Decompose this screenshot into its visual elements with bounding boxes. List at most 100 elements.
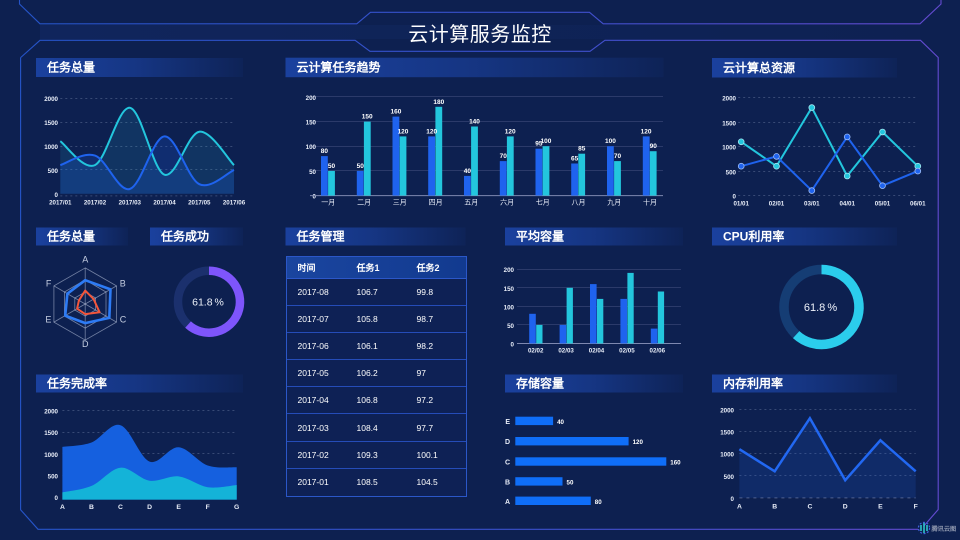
- svg-text:F: F: [206, 504, 210, 511]
- svg-text:02/01: 02/01: [769, 201, 785, 208]
- svg-text:任务成功: 任务成功: [160, 229, 209, 244]
- svg-text:2000: 2000: [44, 408, 58, 415]
- svg-text:100: 100: [541, 138, 552, 145]
- svg-text:120: 120: [398, 128, 409, 135]
- svg-text:100: 100: [504, 304, 515, 311]
- svg-text:E: E: [176, 504, 181, 511]
- svg-text:F: F: [914, 504, 918, 511]
- svg-text:0: 0: [55, 192, 59, 199]
- svg-text:C: C: [807, 504, 812, 511]
- svg-text:06/01: 06/01: [910, 201, 926, 208]
- svg-text:E: E: [505, 419, 510, 426]
- svg-text:E: E: [878, 504, 883, 511]
- svg-text:500: 500: [48, 168, 59, 175]
- svg-text:内存利用率: 内存利用率: [723, 376, 783, 391]
- svg-text:云计算任务趋势: 云计算任务趋势: [297, 60, 381, 75]
- svg-text:100: 100: [605, 138, 616, 145]
- svg-text:B: B: [772, 504, 777, 511]
- svg-text:0: 0: [55, 495, 59, 502]
- svg-text:70: 70: [500, 153, 508, 160]
- svg-text:1500: 1500: [720, 429, 734, 436]
- svg-text:任务总量: 任务总量: [46, 60, 95, 75]
- svg-text:0: 0: [511, 342, 515, 349]
- svg-text:1500: 1500: [44, 120, 58, 127]
- svg-text:平均容量: 平均容量: [516, 229, 564, 244]
- svg-text:五月: 五月: [464, 199, 478, 207]
- svg-text:95: 95: [535, 141, 543, 148]
- svg-text:0: 0: [313, 194, 317, 201]
- svg-text:02/02: 02/02: [528, 348, 544, 355]
- svg-text:1000: 1000: [44, 452, 58, 459]
- svg-text:八月: 八月: [572, 199, 586, 207]
- svg-text:2017/03: 2017/03: [119, 199, 142, 206]
- svg-text:0: 0: [733, 194, 737, 201]
- svg-text:腾讯云图: 腾讯云图: [931, 525, 957, 533]
- svg-text:150: 150: [306, 120, 317, 127]
- svg-text:2017/04: 2017/04: [153, 199, 176, 206]
- svg-text:40: 40: [557, 419, 564, 426]
- svg-text:50: 50: [567, 479, 574, 486]
- svg-text:任务完成率: 任务完成率: [46, 376, 107, 391]
- svg-text:G: G: [234, 504, 239, 511]
- svg-text:05/01: 05/01: [875, 201, 891, 208]
- svg-text:十月: 十月: [643, 198, 657, 207]
- svg-text:03/01: 03/01: [804, 201, 820, 208]
- svg-text:2000: 2000: [722, 96, 736, 103]
- svg-text:02/05: 02/05: [619, 348, 635, 355]
- svg-text:80: 80: [595, 499, 602, 506]
- svg-text:150: 150: [362, 114, 373, 121]
- svg-text:120: 120: [633, 439, 644, 446]
- svg-text:120: 120: [505, 128, 516, 135]
- svg-text:02/04: 02/04: [589, 348, 605, 355]
- svg-text:1000: 1000: [720, 452, 734, 459]
- svg-text:500: 500: [48, 474, 59, 481]
- svg-text:D: D: [147, 504, 152, 511]
- svg-text:CPU利用率: CPU利用率: [723, 229, 784, 244]
- svg-text:云计算总资源: 云计算总资源: [723, 60, 795, 75]
- svg-text:200: 200: [306, 95, 317, 102]
- svg-text:61.8%: 61.8%: [804, 302, 837, 314]
- svg-text:E: E: [45, 315, 51, 325]
- svg-text:任务管理: 任务管理: [296, 229, 345, 244]
- svg-text:C: C: [120, 315, 127, 325]
- svg-text:100: 100: [306, 144, 317, 151]
- svg-text:2017/01: 2017/01: [49, 199, 72, 206]
- svg-text:1000: 1000: [722, 145, 736, 152]
- svg-text:任务总量: 任务总量: [46, 229, 95, 244]
- svg-text:1500: 1500: [44, 430, 58, 437]
- svg-text:04/01: 04/01: [839, 201, 855, 208]
- svg-text:50: 50: [309, 169, 316, 176]
- svg-text:A: A: [82, 254, 88, 264]
- svg-text:D: D: [843, 504, 848, 511]
- svg-text:90: 90: [650, 143, 658, 150]
- svg-text:九月: 九月: [607, 198, 621, 207]
- svg-text:160: 160: [390, 109, 401, 116]
- svg-text:50: 50: [507, 323, 514, 330]
- svg-text:A: A: [60, 504, 65, 511]
- svg-text:120: 120: [641, 128, 652, 135]
- svg-text:一月: 一月: [321, 199, 335, 207]
- svg-text:二月: 二月: [357, 199, 371, 207]
- svg-text:2017/06: 2017/06: [223, 199, 246, 206]
- svg-text:50: 50: [328, 163, 336, 170]
- svg-text:B: B: [120, 278, 126, 288]
- svg-text:70: 70: [614, 153, 622, 160]
- svg-text:C: C: [118, 504, 123, 511]
- svg-text:0: 0: [731, 496, 735, 503]
- svg-text:2000: 2000: [44, 96, 58, 103]
- svg-text:2017/02: 2017/02: [84, 199, 107, 206]
- svg-text:F: F: [46, 278, 52, 288]
- svg-text:1500: 1500: [722, 121, 736, 128]
- svg-text:A: A: [737, 504, 742, 511]
- svg-text:存储容量: 存储容量: [515, 376, 564, 391]
- svg-text:65: 65: [571, 156, 579, 163]
- svg-text:C: C: [505, 460, 510, 467]
- svg-text:三月: 三月: [393, 199, 407, 207]
- svg-text:80: 80: [321, 148, 329, 155]
- svg-text:B: B: [89, 504, 94, 511]
- svg-text:B: B: [505, 479, 510, 486]
- svg-text:D: D: [505, 439, 510, 446]
- svg-text:A: A: [505, 499, 510, 506]
- svg-text:61.8%: 61.8%: [192, 297, 224, 309]
- svg-text:500: 500: [724, 474, 735, 481]
